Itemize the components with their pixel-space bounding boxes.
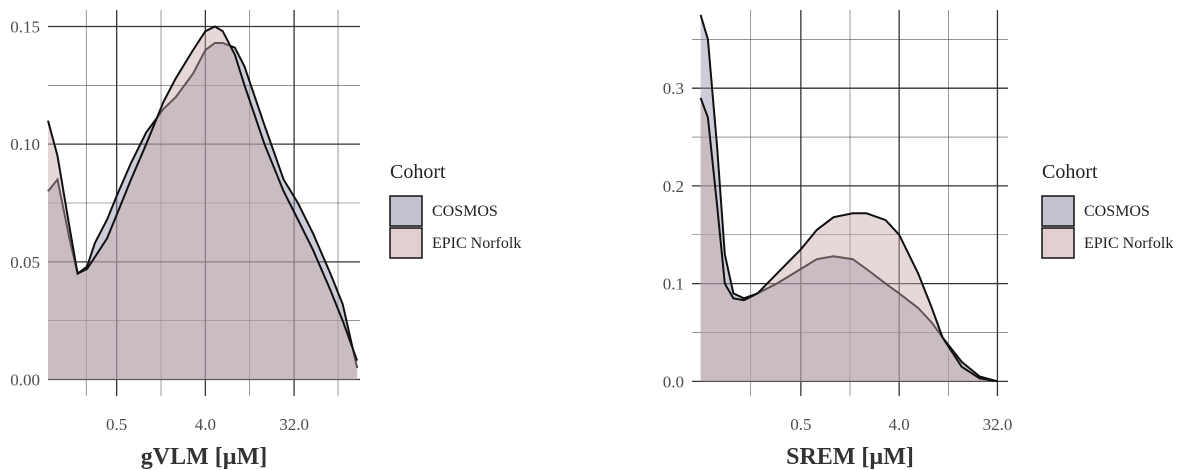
density-line-cosmos xyxy=(47,42,359,369)
x-axis-title: SREM [µM] xyxy=(786,444,914,470)
density-area-cosmos xyxy=(48,43,358,380)
legend: Cohort COSMOS EPIC Norfolk xyxy=(389,161,521,259)
y-tick-label: 0.00 xyxy=(10,371,40,390)
y-tick-label: 0.1 xyxy=(663,275,684,294)
y-tick-label: 0.15 xyxy=(10,17,40,36)
x-tick-label: 4.0 xyxy=(195,415,216,434)
y-tick-label: 0.2 xyxy=(663,177,684,196)
legend-label: EPIC Norfolk xyxy=(432,235,521,252)
x-tick-label: 4.0 xyxy=(889,415,910,434)
legend-title: Cohort xyxy=(390,161,446,183)
density-area-epic-norfolk xyxy=(48,26,358,380)
legend-label: EPIC Norfolk xyxy=(1084,235,1173,252)
y-tick-label: 0.3 xyxy=(663,79,684,98)
x-axis-title: gVLM [µM] xyxy=(141,444,267,470)
legend-label: COSMOS xyxy=(432,203,498,220)
density-area-epic-norfolk xyxy=(700,97,998,382)
legend-key-epic-norfolk xyxy=(389,227,423,259)
legend-key-cosmos xyxy=(389,195,423,227)
x-tick-label: 32.0 xyxy=(983,415,1013,434)
legend-key-epic-norfolk xyxy=(1041,227,1075,259)
y-tick-label: 0.0 xyxy=(663,372,684,391)
density-panel-1: 0.00 0.05 0.10 0.15 0.5 4.0 32.0 gVLM [µM] Cohor… xyxy=(10,10,521,470)
x-tick-label: 32.0 xyxy=(279,415,309,434)
legend-label: COSMOS xyxy=(1084,203,1150,220)
x-tick-label: 0.5 xyxy=(106,415,127,434)
density-line-cosmos xyxy=(699,14,998,383)
legend-key-cosmos xyxy=(1041,195,1075,227)
legend-title: Cohort xyxy=(1042,161,1098,183)
density-line-epic-norfolk xyxy=(699,97,998,383)
x-tick-label: 0.5 xyxy=(790,415,811,434)
legend: Cohort COSMOS EPIC Norfolk xyxy=(1041,161,1173,259)
y-tick-label: 0.05 xyxy=(10,253,40,272)
density-panel-2: 0.0 0.1 0.2 0.3 0.5 4.0 32.0 SREM [µM] Cohort COS… xyxy=(663,10,1173,470)
y-tick-label: 0.10 xyxy=(10,135,40,154)
density-area-cosmos xyxy=(700,14,998,382)
density-line-epic-norfolk xyxy=(47,25,359,362)
